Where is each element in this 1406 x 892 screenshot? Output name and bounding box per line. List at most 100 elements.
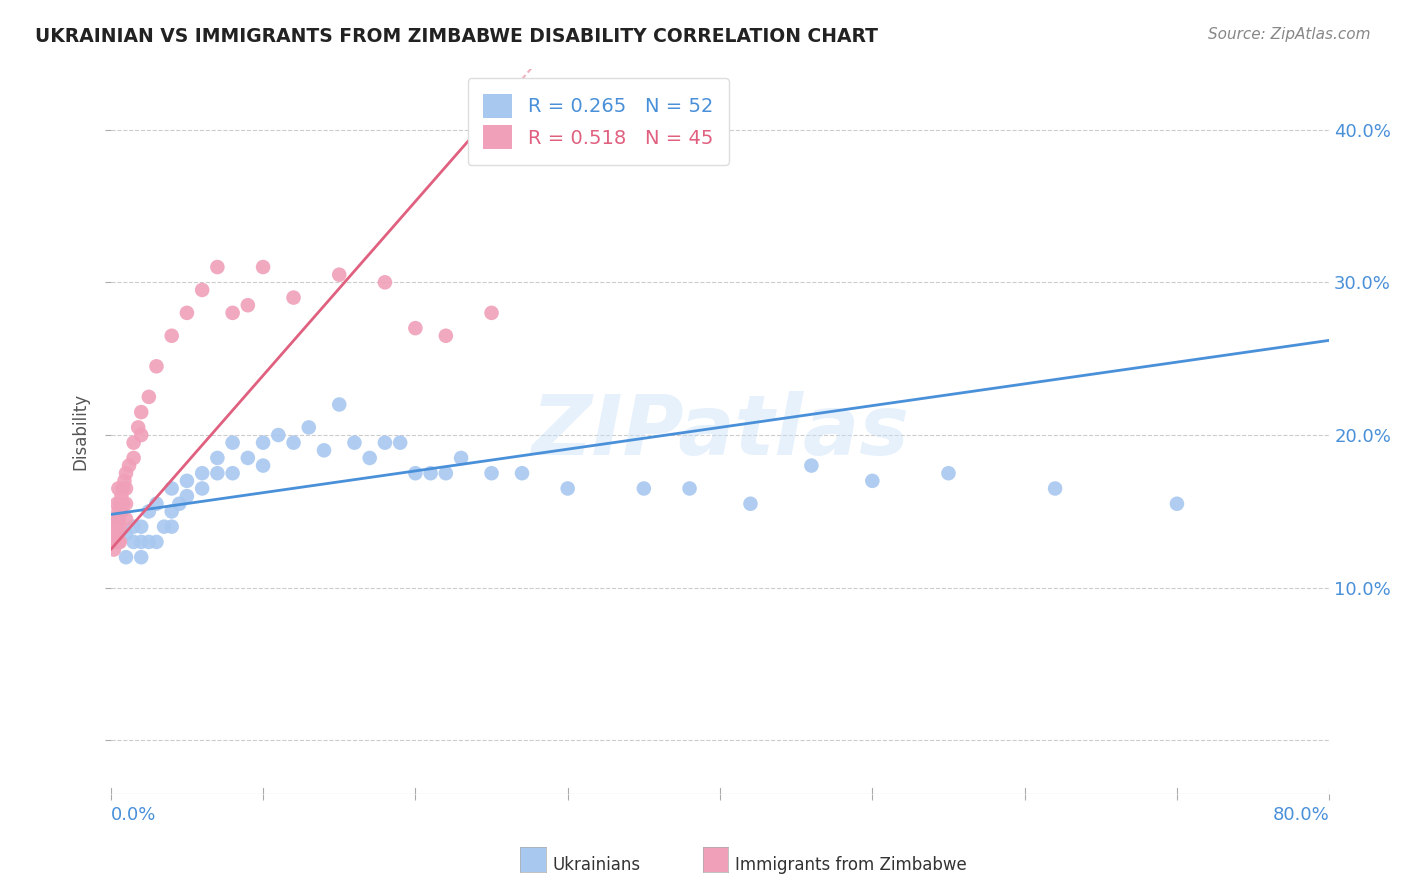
Point <box>283 291 305 305</box>
Point <box>434 328 457 343</box>
Point <box>860 474 883 488</box>
Point <box>105 535 128 549</box>
Point <box>127 420 149 434</box>
Point <box>160 519 183 533</box>
Point <box>108 497 131 511</box>
Point <box>252 435 274 450</box>
Point <box>328 397 350 411</box>
Point <box>207 467 229 481</box>
Legend: R = 0.265   N = 52, R = 0.518   N = 45: R = 0.265 N = 52, R = 0.518 N = 45 <box>468 78 728 165</box>
Point <box>176 489 198 503</box>
Point <box>122 535 145 549</box>
Point <box>129 519 152 533</box>
Point <box>207 260 229 274</box>
Point <box>105 497 128 511</box>
Point <box>122 435 145 450</box>
Point <box>267 428 290 442</box>
Point <box>104 512 127 526</box>
Point <box>103 519 125 533</box>
Point <box>111 482 134 496</box>
Point <box>176 306 198 320</box>
Point <box>221 467 243 481</box>
Point <box>740 497 762 511</box>
Point <box>938 467 960 481</box>
Point <box>678 482 700 496</box>
Point <box>191 482 214 496</box>
Point <box>434 467 457 481</box>
Point <box>103 527 125 541</box>
Point <box>312 443 335 458</box>
Point <box>207 450 229 465</box>
Point <box>122 519 145 533</box>
Point <box>115 512 138 526</box>
Point <box>111 497 134 511</box>
Point <box>221 435 243 450</box>
Point <box>419 467 441 481</box>
Point <box>1043 482 1066 496</box>
Point <box>115 550 138 565</box>
Point <box>108 535 131 549</box>
Point <box>404 321 426 335</box>
Text: ZIPatlas: ZIPatlas <box>531 391 908 472</box>
Point <box>633 482 655 496</box>
Point <box>107 504 129 518</box>
Point <box>160 482 183 496</box>
Point <box>129 428 152 442</box>
Text: Ukrainians: Ukrainians <box>553 856 641 874</box>
Point <box>103 542 125 557</box>
Point <box>343 435 366 450</box>
Text: Immigrants from Zimbabwe: Immigrants from Zimbabwe <box>735 856 967 874</box>
Y-axis label: Disability: Disability <box>72 392 89 470</box>
Point <box>153 519 176 533</box>
Point <box>118 458 141 473</box>
Point <box>104 527 127 541</box>
Text: 0.0%: 0.0% <box>111 806 156 824</box>
Point <box>107 535 129 549</box>
Point <box>110 489 132 503</box>
Point <box>374 435 396 450</box>
Point <box>145 535 167 549</box>
Point <box>122 450 145 465</box>
Point <box>145 359 167 374</box>
Point <box>107 512 129 526</box>
Point <box>191 283 214 297</box>
Point <box>108 519 131 533</box>
Point <box>1166 497 1188 511</box>
Point <box>115 497 138 511</box>
Point <box>510 467 533 481</box>
Point <box>481 306 503 320</box>
Point <box>328 268 350 282</box>
Point <box>138 504 160 518</box>
Point <box>110 504 132 518</box>
Point <box>115 467 138 481</box>
Point <box>138 535 160 549</box>
Point <box>115 482 138 496</box>
Point <box>129 535 152 549</box>
Point <box>138 390 160 404</box>
Point <box>252 458 274 473</box>
Point <box>283 435 305 450</box>
Point <box>374 276 396 290</box>
Text: 80.0%: 80.0% <box>1272 806 1329 824</box>
Point <box>450 450 472 465</box>
Point <box>389 435 412 450</box>
Point <box>107 482 129 496</box>
Point <box>298 420 321 434</box>
Point <box>107 512 129 526</box>
Point <box>359 450 381 465</box>
Point <box>129 550 152 565</box>
Point <box>114 474 136 488</box>
Point <box>191 467 214 481</box>
Point <box>404 467 426 481</box>
Point <box>557 482 579 496</box>
Point <box>145 497 167 511</box>
Point <box>236 298 259 312</box>
Point <box>236 450 259 465</box>
Point <box>129 405 152 419</box>
Point <box>169 497 191 511</box>
Point <box>221 306 243 320</box>
Point <box>160 328 183 343</box>
Point <box>252 260 274 274</box>
Point <box>176 474 198 488</box>
Point <box>105 519 128 533</box>
